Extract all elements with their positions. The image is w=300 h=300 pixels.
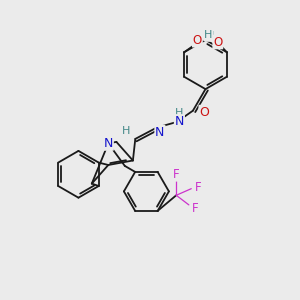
Text: N: N <box>175 115 184 128</box>
Text: N: N <box>103 137 113 150</box>
Text: H: H <box>122 125 130 136</box>
Text: H: H <box>175 107 183 118</box>
Text: F: F <box>173 168 180 181</box>
Text: O: O <box>213 35 222 49</box>
Text: O: O <box>200 106 209 119</box>
Text: F: F <box>191 202 198 215</box>
Text: N: N <box>155 125 165 139</box>
Text: H: H <box>206 31 214 41</box>
Text: O: O <box>193 34 202 47</box>
Text: F: F <box>194 181 201 194</box>
Text: H: H <box>204 30 212 40</box>
